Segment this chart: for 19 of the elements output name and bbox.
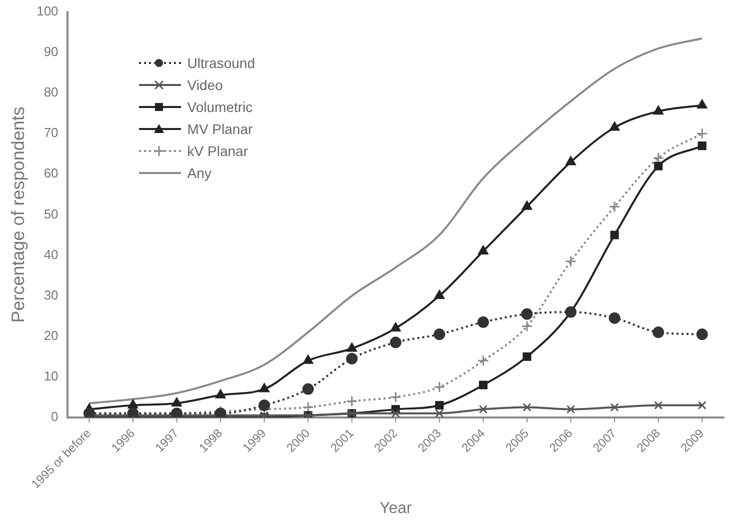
y-tick-label: 10 [44,368,58,384]
y-tick-label: 90 [44,44,58,60]
legend-label: Ultrasound [187,55,255,71]
y-tick-label: 80 [44,84,58,100]
y-tick-label: 30 [44,287,58,302]
y-tick-label: 20 [44,328,58,343]
x-axis-title: Year [379,500,412,517]
y-tick-label: 60 [44,166,58,181]
legend-label: Video [187,77,223,93]
legend-label: Volumetric [187,99,253,115]
legend-label: Any [187,165,212,181]
y-tick-label: 70 [44,125,58,140]
y-axis-title: Percentage of respondents [8,106,28,323]
y-tick-label: 100 [36,4,58,19]
legend-label: MV Planar [187,121,253,137]
y-tick-label: 0 [51,409,58,424]
y-tick-label: 40 [44,246,58,262]
legend-label: kV Planar [187,143,248,159]
y-tick-label: 50 [44,206,58,222]
